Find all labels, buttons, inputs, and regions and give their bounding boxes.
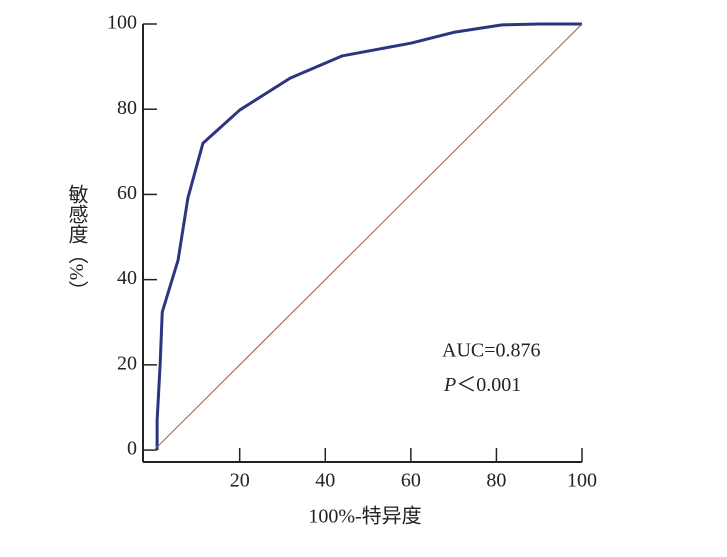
line-series: [153, 23, 583, 451]
y-tick-label: 20: [117, 352, 137, 374]
x-tick-label: 40: [315, 470, 335, 492]
y-tick-label: 80: [117, 97, 137, 119]
annotation: AUC=0.876: [442, 340, 541, 362]
annotation: P＜0.001: [443, 374, 521, 396]
y-tick-label: 40: [117, 267, 137, 289]
y-tick-label: 0: [127, 438, 137, 460]
y-tick-label: 60: [117, 182, 137, 204]
line-series: [155, 22, 582, 451]
x-tick-label: 20: [230, 470, 250, 492]
y-axis-label: 敏感度（%）: [65, 183, 88, 300]
x-tick-label: 100: [567, 470, 597, 492]
x-axis-label: 100%-特异度: [308, 505, 421, 528]
annotation-part: ＜0.001: [456, 374, 521, 396]
annotation-part: P: [443, 374, 456, 396]
x-tick-label: 60: [401, 470, 421, 492]
x-tick-label: 80: [486, 470, 506, 492]
y-tick-label: 100: [107, 12, 137, 34]
